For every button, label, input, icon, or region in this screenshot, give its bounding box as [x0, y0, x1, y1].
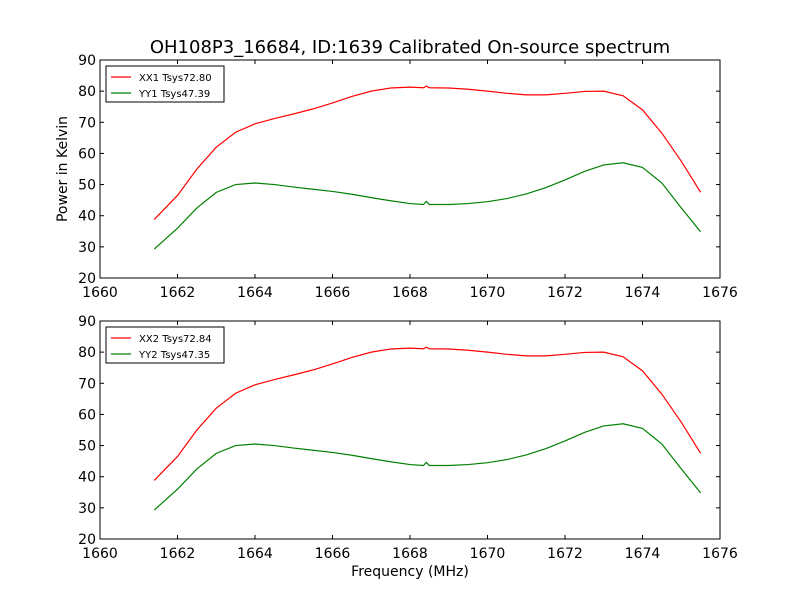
y-tick-label-2-7: 90 — [78, 314, 96, 330]
series-line-2-1 — [153, 346, 702, 481]
y-tick-label-1-3: 50 — [78, 178, 96, 194]
series-line-2-2 — [153, 423, 702, 511]
x-tick-label-1-7: 1674 — [625, 285, 661, 301]
y-tick-label-2-1: 30 — [78, 501, 96, 517]
x-tick-label-2-4: 1668 — [392, 546, 428, 562]
y-tick-label-1-2: 40 — [78, 209, 96, 225]
y-tick-label-2-0: 20 — [78, 532, 96, 548]
legend-label-1-2: YY1 Tsys47.39 — [138, 89, 210, 100]
y-tick-label-1-7: 90 — [78, 53, 96, 69]
series-line-1-1 — [153, 85, 702, 220]
y-tick-label-2-6: 80 — [78, 345, 96, 361]
y-tick-label-1-5: 70 — [78, 115, 96, 131]
x-tick-label-2-8: 1676 — [702, 546, 738, 562]
y-tick-label-1-6: 80 — [78, 84, 96, 100]
legend-box-2 — [105, 326, 225, 364]
x-tick-label-1-4: 1668 — [392, 285, 428, 301]
legend-label-1-1: XX1 Tsys72.80 — [139, 73, 212, 84]
x-axis-label-2: Frequency (MHz) — [351, 564, 469, 580]
x-tick-label-1-8: 1676 — [702, 285, 738, 301]
y-axis-label-1: Power in Kelvin — [55, 116, 71, 222]
plot-panels: 1660 1662 1664 1666 1668 1670 1672 1674 1676 20 30… — [55, 53, 738, 580]
x-tick-label-2-2: 1664 — [237, 546, 273, 562]
x-tick-label-2-7: 1674 — [625, 546, 661, 562]
x-tick-label-1-0: 1660 — [82, 285, 118, 301]
legend-2: XX2 Tsys72.84 YY2 Tsys47.35 — [105, 326, 225, 364]
x-tick-label-2-5: 1670 — [470, 546, 506, 562]
x-tick-label-1-5: 1670 — [470, 285, 506, 301]
x-tick-label-2-6: 1672 — [547, 546, 583, 562]
x-tick-label-2-0: 1660 — [82, 546, 118, 562]
plot-panel-2: 1660 1662 1664 1666 1668 1670 1672 1674 1676 20 30… — [78, 314, 738, 580]
x-tick-label-1-1: 1662 — [160, 285, 196, 301]
y-tick-label-1-4: 60 — [78, 146, 96, 162]
figure-title: OH108P3_16684, ID:1639 Calibrated On-sou… — [150, 37, 670, 58]
y-tick-label-1-0: 20 — [78, 271, 96, 287]
legend-label-2-2: YY2 Tsys47.35 — [138, 350, 210, 361]
plot-panel-1: 1660 1662 1664 1666 1668 1670 1672 1674 1676 20 30… — [55, 53, 738, 301]
x-tick-label-2-1: 1662 — [160, 546, 196, 562]
y-tick-label-2-4: 60 — [78, 407, 96, 423]
legend-box-1 — [105, 65, 225, 103]
x-tick-label-1-6: 1672 — [547, 285, 583, 301]
y-tick-label-2-5: 70 — [78, 376, 96, 392]
series-line-1-2 — [153, 162, 702, 250]
x-tick-label-1-2: 1664 — [237, 285, 273, 301]
legend-label-2-1: XX2 Tsys72.84 — [139, 334, 212, 345]
x-tick-label-2-3: 1666 — [315, 546, 351, 562]
y-tick-label-2-3: 50 — [78, 439, 96, 455]
legend-1: XX1 Tsys72.80 YY1 Tsys47.39 — [105, 65, 225, 103]
y-tick-label-2-2: 40 — [78, 470, 96, 486]
x-tick-label-1-3: 1666 — [315, 285, 351, 301]
y-tick-label-1-1: 30 — [78, 240, 96, 256]
